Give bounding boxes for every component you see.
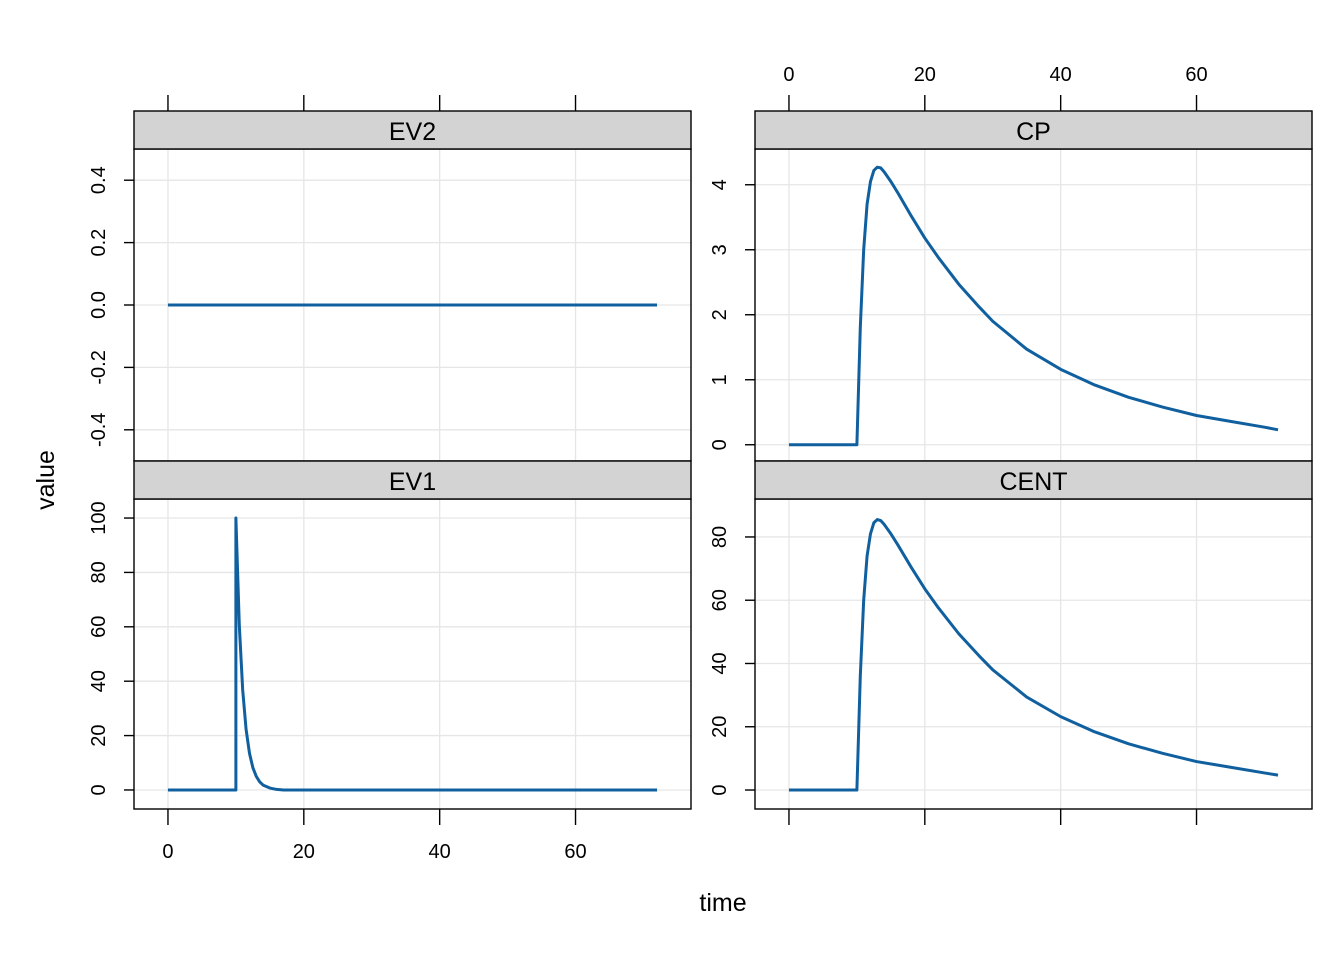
y-tick-label: 60 bbox=[88, 616, 110, 638]
strip-label-cp: CP bbox=[1016, 118, 1051, 146]
strip-cp bbox=[754, 110, 1313, 150]
series-line-cp bbox=[788, 165, 1279, 447]
y-tick-label: 20 bbox=[709, 716, 731, 738]
y-tick-label: 0 bbox=[88, 784, 110, 795]
series-line-ev1 bbox=[167, 516, 658, 792]
y-tick-label: 40 bbox=[88, 670, 110, 692]
strip-label-cent: CENT bbox=[999, 468, 1067, 496]
y-tick-label: 0.2 bbox=[88, 229, 110, 257]
strip-label-ev1: EV1 bbox=[389, 468, 436, 496]
x-axis-title: time bbox=[699, 889, 746, 917]
grid-cp bbox=[755, 149, 1312, 461]
x-tick-label: 40 bbox=[1050, 64, 1072, 86]
strip-ev1 bbox=[133, 460, 692, 500]
y-tick-label: 0.0 bbox=[88, 291, 110, 319]
series-line-cent bbox=[788, 518, 1279, 792]
x-tick-label: 0 bbox=[162, 841, 173, 863]
y-axis-title: value bbox=[32, 450, 60, 510]
y-tick-label: 3 bbox=[709, 244, 731, 255]
strip-label-ev2: EV2 bbox=[389, 118, 436, 146]
x-tick-label: 40 bbox=[429, 841, 451, 863]
panel-ev2: EV2 -0.4 -0.2 0.0 0.2 0.4 bbox=[88, 95, 692, 462]
panel-ev1: EV1 0 20 40 60 80 100 0 20 40 60 bbox=[88, 460, 692, 863]
grid-cent bbox=[755, 499, 1312, 809]
x-tick-label: 0 bbox=[783, 64, 794, 86]
y-tick-label: 1 bbox=[709, 374, 731, 385]
y-tick-label: 80 bbox=[709, 526, 731, 548]
x-tick-label: 60 bbox=[1185, 64, 1207, 86]
y-tick-label: 4 bbox=[709, 179, 731, 190]
panel-frame-cp bbox=[754, 148, 1313, 462]
y-tick-label: 40 bbox=[709, 652, 731, 674]
y-tick-label: 0.4 bbox=[88, 166, 110, 194]
y-tick-label: 0 bbox=[709, 439, 731, 450]
strip-ev2 bbox=[133, 110, 692, 150]
x-tick-label: 60 bbox=[564, 841, 586, 863]
y-tick-label: -0.2 bbox=[88, 350, 110, 384]
y-tick-label: 60 bbox=[709, 589, 731, 611]
y-tick-label: 20 bbox=[88, 724, 110, 746]
y-tick-label: 80 bbox=[88, 561, 110, 583]
y-tick-label: 0 bbox=[709, 784, 731, 795]
y-tick-label: 100 bbox=[88, 501, 110, 534]
grid-ev1 bbox=[134, 499, 691, 809]
y-tick-label: 2 bbox=[709, 309, 731, 320]
panel-frame-cent bbox=[754, 498, 1313, 810]
panel-cent: CENT 0 20 40 60 80 bbox=[709, 460, 1313, 825]
y-tick-label: -0.4 bbox=[88, 413, 110, 447]
panel-frame-ev1 bbox=[133, 498, 692, 810]
strip-cent bbox=[754, 460, 1313, 500]
x-tick-label: 20 bbox=[914, 64, 936, 86]
x-tick-label: 20 bbox=[293, 841, 315, 863]
